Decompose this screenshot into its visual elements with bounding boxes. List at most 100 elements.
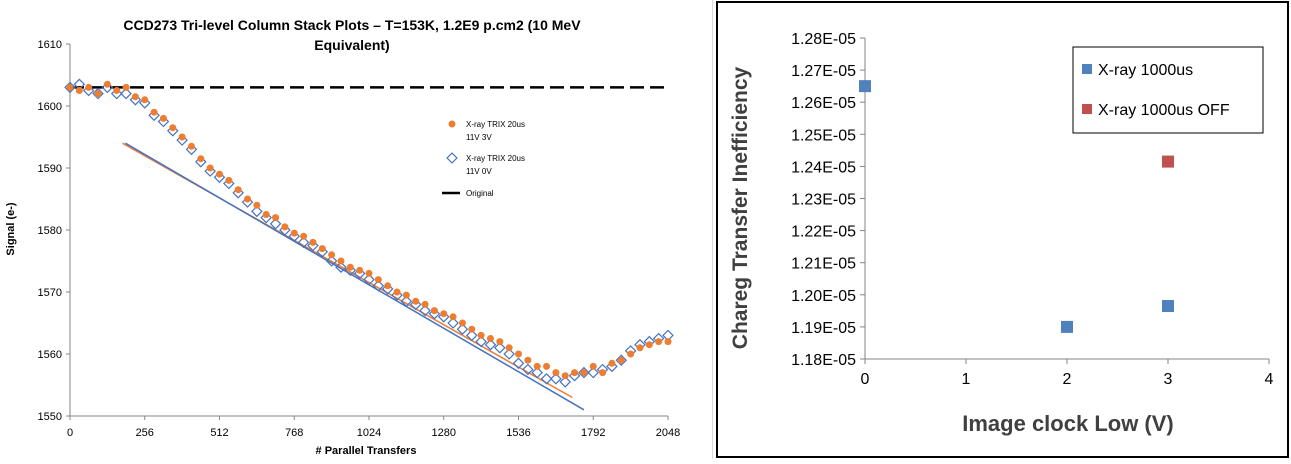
- chart-title-line-2: Equivalent): [314, 37, 389, 53]
- data-point-trix-0v: [92, 87, 104, 100]
- data-point-trix-3v: [468, 325, 476, 333]
- y-tick-label: 1560: [38, 349, 62, 361]
- y-tick-label: 1570: [38, 287, 62, 299]
- y-tick-label: 1610: [38, 39, 62, 51]
- data-point-trix-3v: [169, 124, 177, 132]
- data-point-trix-0v: [494, 342, 506, 354]
- legend-marker-trix-3v: [448, 120, 456, 128]
- data-point-trix-0v: [419, 304, 431, 317]
- data-point-trix-3v: [515, 350, 522, 358]
- data-point-trix-3v: [159, 114, 167, 122]
- plot-area: 1550 1560 1570 1580 1590 1600 1610 0 256 512 768 10…: [38, 39, 681, 439]
- data-point-trix-3v: [664, 338, 672, 346]
- legend-label-xray-1000us-off: X-ray 1000us OFF: [1098, 102, 1230, 119]
- data-point-trix-3v: [234, 186, 242, 194]
- legend-label-original: Original: [466, 189, 494, 198]
- data-point-trix-0v: [325, 255, 338, 267]
- y-tick-label: 1.21E-05: [791, 256, 856, 273]
- data-point-xray-1000us: [859, 80, 871, 93]
- data-point-trix-3v: [552, 369, 560, 377]
- x-tick-label: 2048: [656, 427, 680, 439]
- y-tick-label: 1.19E-05: [791, 320, 856, 337]
- data-point-xray-1000us-off: [1162, 155, 1174, 168]
- data-point-trix-3v: [300, 232, 308, 240]
- data-point-trix-3v: [178, 133, 186, 141]
- data-point-trix-0v: [503, 348, 515, 360]
- data-point-trix-0v: [269, 218, 282, 230]
- data-point-trix-3v: [85, 83, 93, 91]
- y-tick-label: 1.24E-05: [791, 159, 856, 176]
- data-point-trix-0v: [363, 273, 375, 286]
- data-point-trix-3v: [94, 90, 102, 98]
- data-point-trix-3v: [599, 369, 607, 377]
- data-point-trix-3v: [281, 223, 289, 231]
- data-point-trix-3v: [356, 266, 364, 274]
- right-chart-panel: Image clock Low (V) Chareg Transfer Inef…: [716, 1, 1289, 458]
- data-point-trix-3v: [206, 164, 214, 172]
- data-point-trix-0v: [456, 323, 469, 335]
- data-point-trix-3v: [477, 331, 485, 339]
- y-tick-label: 1580: [38, 225, 62, 237]
- legend-label-trix-3v-line-1: X-ray TRIX 20us: [466, 120, 525, 129]
- y-tick-label: 1.18E-05: [791, 352, 856, 369]
- data-point-trix-3v: [113, 87, 121, 94]
- data-point-trix-3v: [533, 362, 541, 370]
- data-point-trix-3v: [449, 313, 457, 321]
- data-point-trix-3v: [216, 170, 223, 178]
- data-point-trix-0v: [550, 373, 562, 385]
- data-point-xray-1000us: [1061, 320, 1073, 333]
- data-point-trix-0v: [559, 376, 572, 388]
- data-point-trix-3v: [66, 83, 74, 91]
- data-point-trix-3v: [561, 372, 569, 380]
- data-point-trix-3v: [589, 362, 597, 370]
- x-tick-label: 1536: [506, 427, 530, 439]
- y-tick-label: 1.28E-05: [791, 31, 856, 48]
- x-tick-label: 1024: [357, 427, 381, 439]
- data-point-trix-3v: [253, 201, 261, 209]
- data-point-trix-3v: [645, 341, 653, 349]
- data-point-trix-0v: [475, 335, 487, 348]
- y-axis-label: Chareg Transfer Inefficiency: [729, 66, 752, 349]
- data-point-trix-3v: [187, 142, 195, 150]
- data-point-trix-3v: [440, 310, 448, 318]
- data-point-trix-3v: [458, 319, 466, 327]
- y-tick-label: 1.26E-05: [791, 95, 856, 112]
- data-point-trix-0v: [120, 87, 132, 100]
- data-point-trix-3v: [617, 356, 625, 364]
- x-tick-label: 2: [1063, 371, 1072, 388]
- data-point-trix-0v: [522, 363, 534, 376]
- data-point-trix-3v: [197, 155, 205, 163]
- data-point-trix-0v: [484, 338, 497, 351]
- y-tick-label: 1590: [38, 163, 62, 175]
- data-point-trix-3v: [309, 238, 317, 246]
- data-point-trix-3v: [412, 297, 420, 305]
- plot-area: 1.18E-05 1.19E-05 1.20E-05 1.21E-05 1.22E-05…: [791, 31, 1273, 388]
- data-point-trix-3v: [244, 195, 252, 203]
- legend-marker-xray-1000us: [1082, 64, 1092, 74]
- legend-label-trix-3v-line-2: 11V 3V: [466, 133, 492, 142]
- data-point-trix-3v: [365, 269, 373, 277]
- legend: X-ray 1000us X-ray 1000us OFF: [1072, 46, 1264, 134]
- data-point-trix-3v: [402, 291, 410, 299]
- data-point-trix-3v: [486, 335, 494, 342]
- data-point-trix-3v: [272, 214, 280, 222]
- data-point-trix-0v: [400, 295, 413, 308]
- data-point-trix-0v: [512, 357, 525, 370]
- data-point-trix-3v: [421, 300, 429, 308]
- data-point-trix-0v: [662, 329, 674, 342]
- legend-marker-trix-0v: [446, 152, 458, 164]
- data-point-trix-0v: [64, 81, 76, 94]
- legend-label-trix-0v-line-2: 11V 0V: [466, 167, 492, 176]
- data-point-trix-0v: [447, 317, 459, 329]
- x-tick-label: 1792: [581, 427, 605, 439]
- y-tick-label: 1.20E-05: [791, 288, 856, 305]
- data-point-trix-3v: [496, 338, 504, 346]
- legend-label-xray-1000us: X-ray 1000us: [1098, 62, 1193, 79]
- data-point-trix-3v: [150, 108, 158, 116]
- y-axis-label: Signal (e-): [5, 202, 17, 256]
- y-tick-label: 1600: [38, 101, 62, 113]
- data-point-trix-0v: [531, 366, 543, 379]
- legend-box: [1072, 46, 1264, 134]
- data-point-trix-3v: [374, 276, 382, 284]
- x-tick-label: 4: [1265, 371, 1274, 388]
